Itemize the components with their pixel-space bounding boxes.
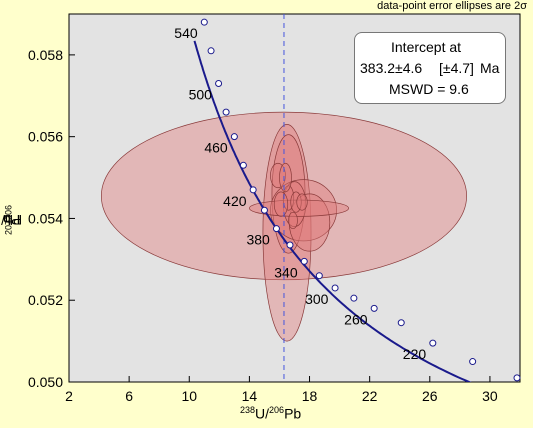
y-tick-label-0.056: 0.056 [28, 129, 63, 145]
age-label-340: 340 [274, 264, 298, 280]
x-tick-label-2: 2 [65, 388, 73, 404]
age-label-260: 260 [344, 311, 368, 327]
y-tick-label-0.058: 0.058 [28, 47, 63, 63]
age-marker-220 [429, 339, 437, 347]
x-tick-label-26: 26 [422, 388, 438, 404]
error-ellipse-13 [296, 193, 308, 211]
age-marker-420 [249, 186, 257, 194]
x-tick-label-14: 14 [242, 388, 258, 404]
age-marker-320 [315, 272, 323, 280]
age-marker-460 [230, 133, 238, 141]
x-tick-label-6: 6 [125, 388, 133, 404]
x-tick-label-18: 18 [302, 388, 318, 404]
age-label-220: 220 [403, 346, 427, 362]
age-marker-520 [207, 47, 215, 55]
intercept-unit: Ma [480, 60, 500, 76]
age-marker-240 [397, 319, 405, 327]
age-marker-200 [469, 358, 477, 366]
age-marker-380 [272, 225, 280, 233]
age-marker-480 [222, 108, 230, 116]
y-axis-title: 207 Pb/206 Pb [1, 204, 23, 236]
age-label-500: 500 [189, 87, 213, 103]
concordia-curve [193, 40, 472, 382]
y-tick-label-0.054: 0.054 [28, 210, 63, 226]
y-tick-label-0.05: 0.050 [28, 374, 63, 390]
error-ellipse-3 [271, 134, 306, 254]
age-marker-280 [350, 294, 358, 302]
x-tick-label-10: 10 [181, 388, 197, 404]
error-ellipse-12 [290, 191, 302, 213]
y-tick-label-0.052: 0.052 [28, 292, 63, 308]
error-ellipse-11 [279, 162, 292, 193]
intercept-uncertainty: [±4.7] [439, 60, 474, 76]
age-marker-180 [513, 374, 521, 382]
error-ellipse-14 [288, 211, 298, 230]
age-label-380: 380 [246, 232, 270, 248]
age-marker-400 [260, 206, 268, 214]
age-label-460: 460 [204, 140, 228, 156]
age-marker-540 [200, 18, 208, 26]
age-label-300: 300 [305, 291, 329, 307]
age-marker-500 [215, 80, 223, 88]
age-label-540: 540 [174, 25, 198, 41]
age-marker-360 [286, 241, 294, 249]
age-marker-300 [331, 284, 339, 292]
x-tick-label-22: 22 [362, 388, 378, 404]
intercept-value: 383.2±4.6 [360, 60, 423, 76]
error-ellipse-9 [273, 191, 289, 217]
age-marker-260 [370, 304, 378, 312]
age-marker-340 [300, 257, 308, 265]
error-ellipse-5 [288, 193, 331, 252]
x-tick-label-30: 30 [482, 388, 498, 404]
error-ellipse-2 [262, 124, 312, 342]
error-ellipse-6 [282, 181, 307, 227]
age-label-420: 420 [223, 193, 247, 209]
intercept-title: Intercept at [391, 39, 462, 55]
x-axis-title: 238U/206Pb [240, 405, 302, 422]
error-ellipse-10 [270, 162, 286, 189]
error-ellipse-note: data-point error ellipses are 2σ [377, 0, 527, 12]
age-marker-440 [239, 161, 247, 169]
mswd-value: MSWD = 9.6 [389, 81, 469, 97]
intercept-result-box: Intercept at 383.2±4.6 [±4.7] Ma MSWD = … [354, 32, 506, 104]
